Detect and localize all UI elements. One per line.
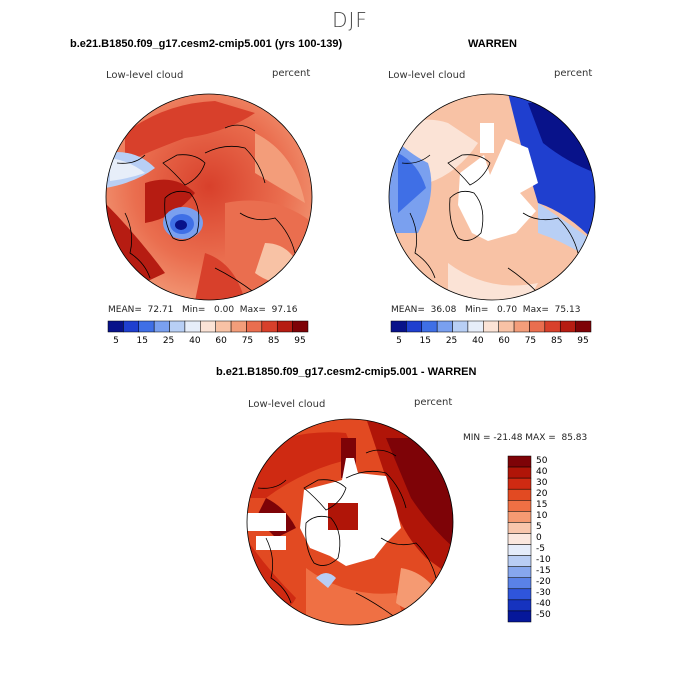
colorbar-tick-label: 15	[136, 336, 149, 346]
colorbar-swatch	[436, 320, 453, 333]
colorbar-swatch	[169, 320, 186, 333]
colorbar-swatch	[507, 488, 532, 501]
colorbar-tick-label: 95	[577, 336, 589, 346]
colorbar-swatch	[507, 477, 532, 490]
colorbar-swatch	[575, 320, 592, 333]
left-colorbar	[107, 320, 309, 333]
diff-colorbar-labels: 50 40 30 20 15 10 5 0 -5 -10 -15 -20 -30 -40 -50	[536, 456, 576, 622]
right-case-title: WARREN	[468, 38, 517, 50]
left-variable-label: Low-level cloud	[106, 70, 184, 81]
colorbar-swatch	[452, 320, 469, 333]
colorbar-swatch	[215, 320, 232, 333]
colorbar-tick-label: 25	[445, 336, 458, 346]
colorbar-swatch	[123, 320, 140, 333]
right-variable-label: Low-level cloud	[388, 70, 466, 81]
colorbar-tick-label: 30	[536, 477, 548, 488]
colorbar-tick-label: 5	[113, 336, 119, 346]
colorbar-tick-label: 5	[536, 521, 542, 532]
right-colorbar-labels: 5 15 25 40 60 75 85 95	[391, 336, 591, 348]
colorbar-tick-label: 40	[189, 336, 201, 346]
colorbar-swatch	[507, 500, 532, 512]
colorbar-swatch	[507, 511, 532, 523]
colorbar-tick-label: -50	[536, 610, 551, 621]
left-units-label: percent	[272, 68, 311, 79]
colorbar-tick-label: 25	[162, 336, 175, 346]
colorbar-tick-label: 40	[536, 466, 548, 477]
colorbar-swatch	[507, 555, 532, 567]
diff-case-title: b.e21.B1850.f09_g17.cesm2-cmip5.001 - WA…	[216, 366, 477, 378]
colorbar-tick-label: -30	[536, 588, 551, 599]
left-stats: MEAN= 72.71 Min= 0.00 Max= 97.16	[108, 305, 298, 315]
colorbar-tick-label: 10	[536, 510, 548, 521]
colorbar-swatch	[498, 320, 515, 333]
colorbar-tick-label: -15	[536, 566, 551, 577]
diff-variable-label: Low-level cloud	[248, 399, 326, 410]
right-units-label: percent	[554, 68, 593, 79]
colorbar-swatch	[507, 610, 532, 623]
colorbar-swatch	[261, 320, 278, 333]
colorbar-swatch	[507, 455, 532, 468]
colorbar-swatch	[507, 522, 532, 534]
colorbar-tick-label: 15	[419, 336, 432, 346]
colorbar-tick-label: 15	[536, 499, 548, 510]
colorbar-swatch	[507, 577, 532, 590]
colorbar-swatch	[153, 320, 170, 333]
colorbar-swatch	[200, 320, 216, 333]
colorbar-swatch	[507, 533, 532, 545]
colorbar-tick-label: 85	[550, 336, 563, 346]
left-case-title: b.e21.B1850.f09_g17.cesm2-cmip5.001 (yrs…	[70, 38, 343, 50]
colorbar-tick-label: 40	[472, 336, 484, 346]
colorbar-swatch	[483, 320, 499, 333]
diff-units-label: percent	[414, 397, 453, 408]
diff-minmax: MIN = -21.48 MAX = 85.83	[463, 433, 588, 443]
colorbar-swatch	[292, 320, 309, 333]
colorbar-swatch	[421, 320, 438, 333]
colorbar-tick-label: 5	[396, 336, 402, 346]
colorbar-swatch	[507, 566, 532, 578]
colorbar-tick-label: -40	[536, 599, 551, 610]
colorbar-tick-label: 60	[215, 336, 227, 346]
colorbar-swatch	[507, 588, 532, 601]
colorbar-tick-label: 85	[267, 336, 280, 346]
colorbar-swatch	[507, 544, 532, 556]
page-title: DJF	[332, 8, 368, 32]
colorbar-tick-label: 95	[294, 336, 306, 346]
diff-polar-map	[246, 418, 454, 626]
right-stats: MEAN= 36.08 Min= 0.70 Max= 75.13	[391, 305, 581, 315]
colorbar-swatch	[507, 599, 532, 612]
colorbar-swatch	[184, 320, 201, 333]
colorbar-swatch	[559, 320, 576, 333]
colorbar-tick-label: 75	[241, 336, 254, 346]
colorbar-tick-label: -10	[536, 555, 551, 566]
colorbar-swatch	[507, 466, 532, 479]
colorbar-swatch	[107, 320, 124, 333]
colorbar-tick-label: -20	[536, 577, 551, 588]
left-colorbar-labels: 5 15 25 40 60 75 85 95	[108, 336, 308, 348]
colorbar-swatch	[544, 320, 561, 333]
colorbar-tick-label: 75	[524, 336, 537, 346]
left-polar-map	[105, 93, 313, 301]
diff-colorbar	[507, 455, 532, 623]
right-polar-map	[388, 93, 596, 301]
colorbar-swatch	[390, 320, 407, 333]
colorbar-tick-label: 0	[536, 533, 542, 543]
colorbar-swatch	[529, 320, 546, 333]
colorbar-swatch	[230, 320, 247, 333]
colorbar-swatch	[138, 320, 155, 333]
colorbar-tick-label: 50	[536, 455, 548, 466]
right-colorbar	[390, 320, 592, 333]
colorbar-swatch	[513, 320, 530, 333]
colorbar-swatch	[406, 320, 423, 333]
colorbar-swatch	[467, 320, 484, 333]
colorbar-tick-label: 20	[536, 488, 548, 499]
colorbar-swatch	[246, 320, 263, 333]
colorbar-tick-label: -5	[536, 544, 545, 555]
colorbar-swatch	[276, 320, 293, 333]
colorbar-tick-label: 60	[498, 336, 510, 346]
